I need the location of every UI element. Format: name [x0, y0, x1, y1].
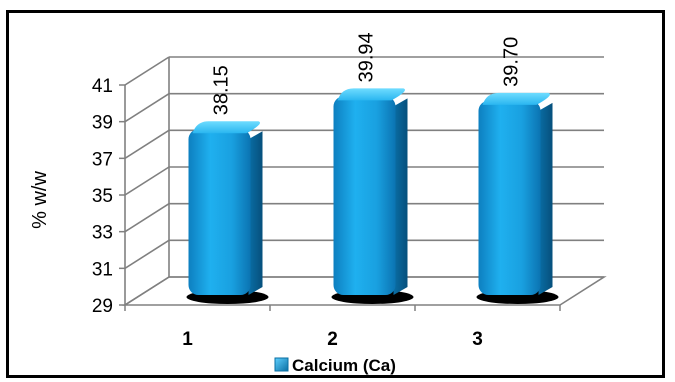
- x-tick-label: 1: [182, 329, 193, 350]
- y-tick-label: 41: [92, 76, 113, 97]
- bar-top: [337, 88, 405, 101]
- bar-side: [538, 102, 553, 295]
- legend-label: Calcium (Ca): [292, 356, 396, 375]
- y-tick-label: 31: [92, 259, 113, 280]
- gridline-side: [124, 239, 170, 270]
- x-tick-label: 3: [472, 329, 483, 350]
- gridline-side: [124, 56, 170, 86]
- y-tick-label: 37: [92, 149, 113, 170]
- gridline-side: [124, 92, 170, 123]
- y-tick-label: 35: [92, 186, 113, 207]
- bar-layer: [186, 88, 559, 304]
- y-tick-label: 33: [92, 223, 113, 244]
- bar-side: [393, 98, 408, 295]
- bar: [333, 96, 396, 295]
- gridline-side: [124, 166, 170, 196]
- y-tick-label: 29: [92, 296, 113, 317]
- data-label: 38.15: [211, 65, 233, 115]
- gridline-side: [124, 129, 170, 160]
- gridline-side: [124, 202, 170, 233]
- x-tick-label: 2: [327, 329, 338, 350]
- bar-top: [192, 121, 260, 134]
- legend: Calcium (Ca): [274, 356, 396, 375]
- y-tick-label: 39: [92, 113, 113, 134]
- data-label: 39.94: [356, 32, 378, 82]
- label-layer: 29 31 33 35 37 39 41 38.15 1 39.94 2 39.70 3: [92, 32, 523, 350]
- axis-layer: [119, 57, 607, 311]
- bar-top: [482, 92, 550, 105]
- y-axis-label: % w/w: [29, 171, 51, 229]
- data-label: 39.70: [501, 37, 523, 87]
- bar: [188, 129, 251, 295]
- legend-swatch: [274, 357, 289, 372]
- bar: [478, 100, 541, 295]
- bar-side: [248, 131, 263, 295]
